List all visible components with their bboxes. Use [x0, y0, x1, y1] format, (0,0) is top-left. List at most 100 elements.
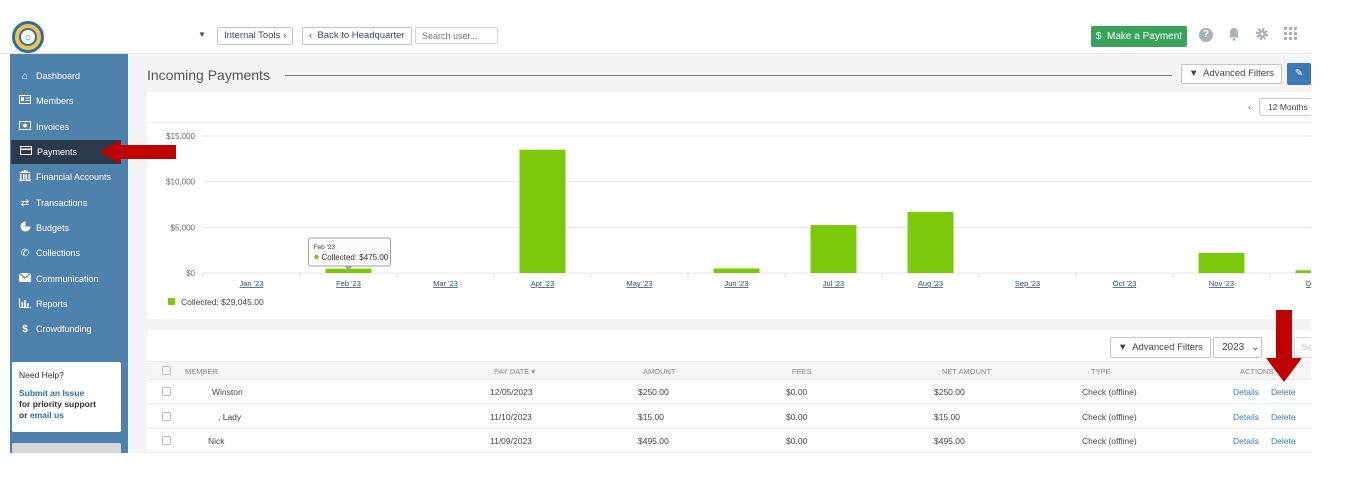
sidebar-item-communication[interactable]: Communication [10, 267, 128, 291]
year-select[interactable]: 2023 ⌄ [1213, 337, 1262, 358]
type-cell: Check (offline) [1082, 436, 1137, 446]
sidebar-item-members[interactable]: Members [10, 89, 128, 113]
help-title: Need Help? [19, 370, 64, 380]
sidebar-item-budgets[interactable]: Budgets [10, 216, 128, 240]
x-tick-label: Sep '23 [1015, 279, 1040, 288]
home-icon: ⌂ [21, 70, 29, 82]
chevron-left-icon: ‹ [309, 30, 313, 41]
transfer-icon: ⇄ [20, 197, 30, 209]
submit-issue-link[interactable]: Submit an Issue [19, 388, 85, 398]
tooltip-title: Feb '23 [314, 244, 336, 251]
sidebar-item-financial-accounts[interactable]: Financial Accounts [10, 165, 128, 189]
tooltip-dot [314, 254, 319, 260]
id-card-icon [18, 95, 32, 107]
x-tick-label: May '23 [626, 279, 652, 288]
bar [1198, 252, 1245, 273]
bar [519, 149, 566, 273]
invoice-icon [18, 121, 32, 133]
table-row: Nick 11/09/2023 $495.00 $0.00 $495.00 Ch… [147, 429, 1311, 453]
amount-cell: $250.00 [638, 387, 669, 397]
column-actions: ACTIONS [1240, 367, 1274, 376]
x-tick-label: Jul '23 [823, 279, 844, 288]
table-row: , Lady 11/10/2023 $15.00 $0.00 $15.00 Ch… [147, 405, 1311, 429]
sidebar-item-transactions[interactable]: ⇄ Transactions [10, 191, 128, 215]
sidebar-item-reports[interactable]: Reports [10, 292, 128, 316]
back-to-headquarter-button[interactable]: ‹ Back to Headquarter [302, 27, 412, 45]
bar [810, 225, 857, 273]
column-type[interactable]: TYPE [1091, 367, 1111, 376]
internal-tools-button[interactable]: Internal Tools › [217, 27, 294, 45]
type-cell: Check (offline) [1082, 387, 1137, 397]
x-tick-label: Mar '23 [433, 279, 458, 288]
page-margin-right [1311, 0, 1348, 484]
details-link[interactable]: Details [1233, 412, 1259, 422]
pie-chart-icon [18, 221, 32, 235]
column-net-amount[interactable]: NET AMOUNT [942, 367, 992, 376]
sidebar: ⌂ Dashboard Members Invoices Payments Fin… [10, 54, 128, 453]
pay-date-cell: 11/10/2023 [490, 412, 532, 422]
annotation-arrow-down [1266, 310, 1302, 382]
help-box: Need Help? Submit an Issue for priority … [12, 362, 121, 432]
fees-cell: $0.00 [786, 387, 808, 397]
advanced-filters-button[interactable]: ▼ Advanced Filters [1181, 64, 1282, 84]
edit-button[interactable]: ✎ [1287, 63, 1311, 85]
sidebar-item-collections[interactable]: ✆ Collections [10, 241, 128, 265]
phone-icon: ✆ [20, 247, 30, 259]
column-pay-date[interactable]: PAY DATE ▾ [494, 367, 536, 376]
amount-cell: $495.00 [638, 436, 669, 446]
chart-header-divider [147, 122, 1311, 123]
sidebar-item-dashboard[interactable]: ⌂ Dashboard [10, 64, 128, 88]
filter-icon: ▼ [1118, 342, 1128, 353]
select-all-checkbox[interactable] [162, 366, 171, 375]
apps-grid-icon[interactable] [1282, 27, 1298, 43]
email-us-link[interactable]: email us [29, 410, 64, 420]
chevron-left-icon[interactable]: ‹ [1248, 102, 1252, 113]
amount-cell: $15.00 [638, 412, 664, 422]
page-margin-bottom [0, 453, 1348, 484]
sort-down-icon: ▾ [531, 367, 536, 376]
x-tick-label: Oct '23 [1113, 279, 1137, 288]
x-tick-label: Feb '23 [336, 279, 361, 288]
tooltip-value: Collected: $475.00 [322, 253, 389, 262]
envelope-icon [18, 272, 32, 285]
bell-icon[interactable] [1226, 27, 1242, 43]
pay-date-cell: 12/05/2023 [490, 387, 533, 397]
x-tick-label: Apr '23 [531, 279, 555, 288]
legend-label: Collected: $29,045.00 [181, 297, 264, 307]
sidebar-item-crowdfunding[interactable]: $ Crowdfunding [10, 317, 128, 341]
net-amount-cell: $15.00 [934, 412, 960, 422]
y-tick-label: $15,000 [166, 132, 195, 141]
details-link[interactable]: Details [1233, 387, 1259, 397]
tooltip-pointer [344, 266, 353, 271]
y-tick-label: $10,000 [166, 178, 195, 187]
column-fees[interactable]: FEES [792, 367, 812, 376]
column-member[interactable]: MEMBER [185, 367, 218, 376]
logo[interactable]: ⌂ [12, 21, 44, 53]
gear-icon[interactable] [1254, 27, 1270, 43]
sidebar-item-invoices[interactable]: Invoices [10, 115, 128, 139]
delete-link[interactable]: Delete [1271, 387, 1296, 397]
annotation-arrow-left [100, 140, 176, 164]
sidebar-footer-widget[interactable] [12, 443, 121, 453]
row-checkbox[interactable] [162, 412, 171, 421]
delete-link[interactable]: Delete [1271, 412, 1296, 422]
x-tick-label: Dec '23 [1306, 279, 1311, 288]
table-row: Winston 12/05/2023 $250.00 $0.00 $250.00… [147, 380, 1311, 404]
delete-link[interactable]: Delete [1271, 436, 1296, 446]
table-advanced-filters-button[interactable]: ▼ Advanced Filters [1110, 337, 1211, 358]
row-checkbox[interactable] [162, 436, 171, 445]
caret-down-icon[interactable]: ▼ [198, 30, 206, 39]
fees-cell: $0.00 [786, 412, 808, 422]
help-icon[interactable]: ? [1198, 27, 1214, 43]
column-amount[interactable]: AMOUNT [643, 367, 676, 376]
search-user-input[interactable] [415, 27, 498, 44]
make-a-payment-button[interactable]: $ Make a Payment [1091, 26, 1187, 47]
net-amount-cell: $250.00 [934, 387, 965, 397]
payments-bar-chart: $0 $5,000 $10,000 $15,000 Jan '23 Feb '23 Mar … [166, 132, 1311, 307]
member-cell: Nick [208, 436, 225, 446]
type-cell: Check (offline) [1082, 412, 1137, 422]
legend-swatch [168, 298, 175, 305]
details-link[interactable]: Details [1233, 436, 1259, 446]
row-checkbox[interactable] [162, 387, 171, 396]
